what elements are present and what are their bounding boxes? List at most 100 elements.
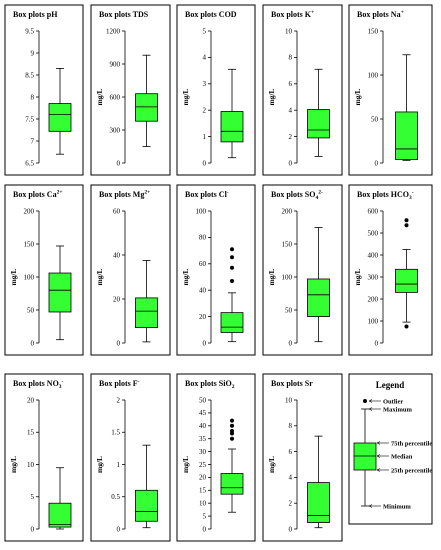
iqr-box xyxy=(395,268,418,293)
y-tick-label: 100 xyxy=(282,273,293,281)
outlier-point xyxy=(230,247,234,252)
y-tick-label: 25 xyxy=(199,461,207,469)
iqr-box xyxy=(307,482,330,523)
y-tick-label: 0.5 xyxy=(111,493,120,501)
y-tick-label: 2 xyxy=(289,500,293,508)
panel-frame xyxy=(4,184,84,356)
y-tick-label: 50 xyxy=(27,306,35,314)
iqr-box xyxy=(135,93,158,122)
y-axis-label: mg/L xyxy=(267,456,276,473)
panel-title: Box plots TDS xyxy=(99,10,149,19)
legend-label-q3: 75th percentile xyxy=(391,441,432,448)
legend-label-minimum: Minimum xyxy=(383,504,411,511)
y-tick-label: 0 xyxy=(203,525,207,533)
box-plot-panel: Box plots SO42- 0 50 100 150 200 mg/L xyxy=(262,184,343,356)
y-tick-label: 300 xyxy=(368,273,379,281)
y-tick-label: 50 xyxy=(285,306,293,314)
y-tick-label: 40 xyxy=(199,422,207,430)
y-tick-label: 100 xyxy=(368,317,379,325)
y-tick-label: 40 xyxy=(113,251,121,259)
y-axis-label: mg/L xyxy=(181,456,190,473)
y-tick-label: 600 xyxy=(368,207,379,215)
y-tick-label: 1 xyxy=(203,133,207,141)
panel-frame xyxy=(4,4,84,176)
box-plot-panel: Box plots HCO3- 0 100 200 300 400 500 600 mg/L xyxy=(348,184,433,356)
y-axis-label: mg/L xyxy=(95,268,104,285)
y-tick-label: 900 xyxy=(110,60,121,68)
legend-label-q1: 25th percentile xyxy=(391,468,432,475)
legend-label-outlier: Outlier xyxy=(383,399,403,406)
legend-label-median: Median xyxy=(391,454,413,461)
legend-label-maximum: Maximum xyxy=(383,407,412,414)
y-tick-label: 500 xyxy=(368,229,379,237)
y-tick-label: 3 xyxy=(203,80,207,88)
y-tick-label: 8 xyxy=(31,93,35,101)
panel-frame xyxy=(262,4,343,176)
y-axis-label: mg/L xyxy=(95,456,104,473)
y-tick-label: 0 xyxy=(289,525,293,533)
y-tick-label: 45 xyxy=(199,409,207,417)
y-tick-label: 60 xyxy=(199,260,207,268)
y-tick-label: 20 xyxy=(113,295,121,303)
y-tick-label: 50 xyxy=(199,396,207,404)
iqr-box xyxy=(220,111,244,143)
panel-title: Box plots K+ xyxy=(271,10,314,20)
y-axis-label: mg/L xyxy=(9,456,18,473)
outlier-point xyxy=(230,423,234,428)
y-tick-label: 8.5 xyxy=(25,71,34,79)
y-tick-label: 10 xyxy=(285,396,293,404)
box-plot-panel: Box plots Sr 0 2 4 6 8 10 mg/L xyxy=(262,373,343,542)
outlier-point xyxy=(230,255,234,260)
y-tick-label: 100 xyxy=(24,273,35,281)
y-tick-label: 8 xyxy=(289,54,293,62)
outlier-point xyxy=(230,278,234,283)
y-tick-label: 5 xyxy=(203,512,207,520)
y-tick-label: 40 xyxy=(199,287,207,295)
y-tick-label: 200 xyxy=(24,207,35,215)
y-tick-label: 0 xyxy=(203,339,207,347)
y-tick-label: 300 xyxy=(110,126,121,134)
iqr-box xyxy=(48,103,72,132)
y-tick-label: 8 xyxy=(289,422,293,430)
y-axis-label: mg/L xyxy=(353,88,362,105)
box-plot-panel: Box plots NO3- 0 5 10 15 20 mg/L xyxy=(4,373,84,542)
y-tick-label: 20 xyxy=(199,474,207,482)
y-tick-label: 150 xyxy=(282,240,293,248)
y-tick-label: 0 xyxy=(289,339,293,347)
y-tick-label: 6 xyxy=(289,448,293,456)
box-plot-panel: Box plots Ca2+ 0 50 100 150 200 mg/L xyxy=(4,184,84,356)
iqr-box xyxy=(307,109,330,139)
y-tick-label: 0 xyxy=(289,159,293,167)
y-tick-label: 1200 xyxy=(106,27,121,35)
outlier-point xyxy=(230,436,234,441)
panel-title: Box plots Sr xyxy=(271,379,313,388)
outlier-point xyxy=(230,265,234,270)
panel-frame xyxy=(348,4,433,176)
y-tick-label: 20 xyxy=(199,313,207,321)
y-tick-label: 9.5 xyxy=(25,27,34,35)
y-tick-label: 0 xyxy=(375,159,379,167)
box-plot-panel: Box plots SiO2 0 5 10 15 20 25 30 35 40 45 50 mg/L xyxy=(176,373,256,542)
y-tick-label: 2 xyxy=(203,107,207,115)
panel-title: Box plots pH xyxy=(13,10,58,19)
panel-title: Box plots HCO3- xyxy=(357,190,414,202)
box-plot-panel: Box plots F- 0 0.5 1 1.5 2 mg/L xyxy=(90,373,171,542)
panel-frame xyxy=(176,4,256,176)
box-plot-panel: Box plots COD 0 1 2 3 4 5 mg/L xyxy=(176,4,256,176)
y-tick-label: 4 xyxy=(289,474,293,482)
outlier-point xyxy=(404,218,409,223)
y-tick-label: 0 xyxy=(31,339,35,347)
y-axis-label: mg/L xyxy=(267,88,276,105)
box-plot-panel: Box plots Cl- 0 20 40 60 80 100 mg/L xyxy=(176,184,256,356)
y-tick-label: 9 xyxy=(31,49,35,57)
y-tick-label: 30 xyxy=(199,448,207,456)
panel-title: Box plots Mg2+ xyxy=(99,190,150,200)
y-tick-label: 20 xyxy=(27,396,35,404)
y-axis-label: mg/L xyxy=(95,88,104,105)
panel-title: Box plots SO42- xyxy=(271,190,323,202)
panel-title: Box plots COD xyxy=(185,10,237,19)
y-axis-label: mg/L xyxy=(267,268,276,285)
iqr-box xyxy=(135,297,158,328)
y-tick-label: 0 xyxy=(203,159,207,167)
